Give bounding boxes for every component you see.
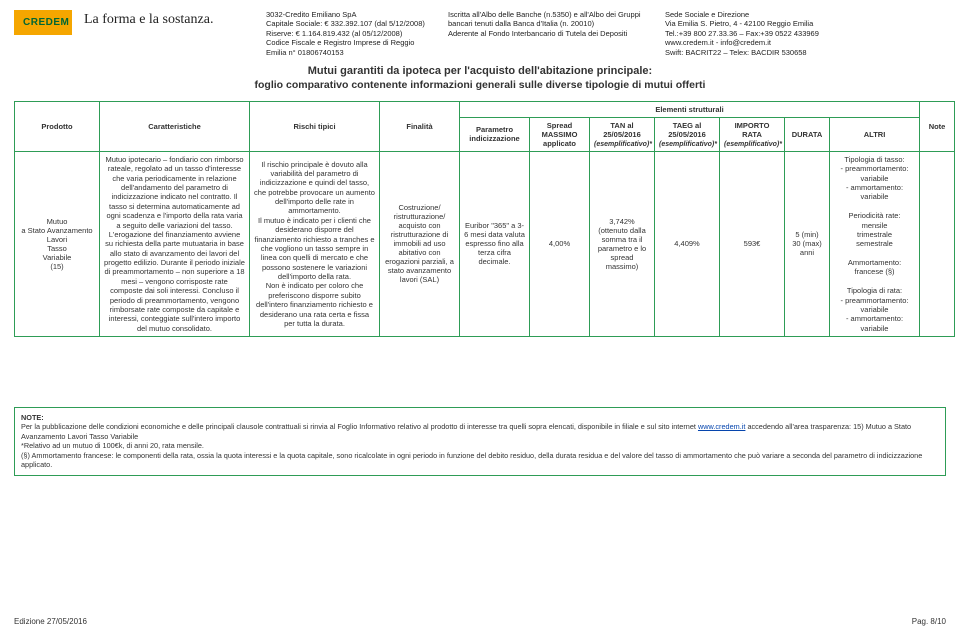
header-col-albo: Iscritta all'Albo delle Banche (n.5350) … <box>448 10 653 38</box>
page-title: Mutui garantiti da ipoteca per l'acquist… <box>14 65 946 77</box>
header-col-company: 3032-Credito Emiliano SpACapitale Social… <box>266 10 436 57</box>
cell-note <box>920 151 955 336</box>
th-prodotto: Prodotto <box>15 101 100 151</box>
th-taeg: TAEG al 25/05/2016(esemplificativo)* <box>655 117 720 151</box>
th-parametro: Parametro indicizzazione <box>460 117 530 151</box>
footer: Edizione 27/05/2016 Pag. 8/10 <box>14 617 946 626</box>
th-rischi: Rischi tipici <box>250 101 380 151</box>
footer-page: Pag. 8/10 <box>912 617 946 626</box>
cell-parametro: Euribor "365" a 3-6 mesi data valuta esp… <box>460 151 530 336</box>
th-finalita: Finalità <box>380 101 460 151</box>
th-elementi: Elementi strutturali <box>460 101 920 117</box>
th-altri: ALTRI <box>830 117 920 151</box>
header: CREDEM La forma e la sostanza. 3032-Cred… <box>14 10 946 57</box>
th-caratteristiche: Caratteristiche <box>100 101 250 151</box>
cell-tan: 3,742%(ottenuto dalla somma tra il param… <box>590 151 655 336</box>
th-note: Note <box>920 101 955 151</box>
logo: CREDEM <box>14 10 72 35</box>
cell-spread: 4,00% <box>530 151 590 336</box>
note-line2: *Relativo ad un mutuo di 100€k, di anni … <box>21 441 204 450</box>
footer-edition: Edizione 27/05/2016 <box>14 617 87 626</box>
header-col-address: Sede Sociale e DirezioneVia Emilia S. Pi… <box>665 10 875 57</box>
note-line3: (§) Ammortamento francese: le componenti… <box>21 451 922 469</box>
cell-finalita: Costruzione/ ristrutturazione/ acquisto … <box>380 151 460 336</box>
page-subtitle: foglio comparativo contenente informazio… <box>14 79 946 91</box>
cell-durata: 5 (min)30 (max)anni <box>785 151 830 336</box>
cell-caratteristiche: Mutuo ipotecario – fondiario con rimbors… <box>100 151 250 336</box>
tagline: La forma e la sostanza. <box>84 10 254 28</box>
th-durata: DURATA <box>785 117 830 151</box>
th-spread: Spread MASSIMO applicato <box>530 117 590 151</box>
cell-rischi: Il rischio principale è dovuto alla vari… <box>250 151 380 336</box>
cell-taeg: 4,409% <box>655 151 720 336</box>
table-row: Mutuoa Stato Avanzamento LavoriTassoVari… <box>15 151 955 336</box>
note-line1a: Per la pubblicazione delle condizioni ec… <box>21 422 698 431</box>
comparison-table: Prodotto Caratteristiche Rischi tipici F… <box>14 101 955 337</box>
cell-importo: 593€ <box>720 151 785 336</box>
note-label: NOTE: <box>21 413 44 422</box>
credem-link[interactable]: www.credem.it <box>698 422 745 431</box>
th-tan: TAN al 25/05/2016(esemplificativo)* <box>590 117 655 151</box>
th-importo: IMPORTO RATA(esemplificativo)* <box>720 117 785 151</box>
cell-prodotto: Mutuoa Stato Avanzamento LavoriTassoVari… <box>15 151 100 336</box>
cell-altri: Tipologia di tasso:- preammortamento: va… <box>830 151 920 336</box>
note-box: NOTE: Per la pubblicazione delle condizi… <box>14 407 946 476</box>
